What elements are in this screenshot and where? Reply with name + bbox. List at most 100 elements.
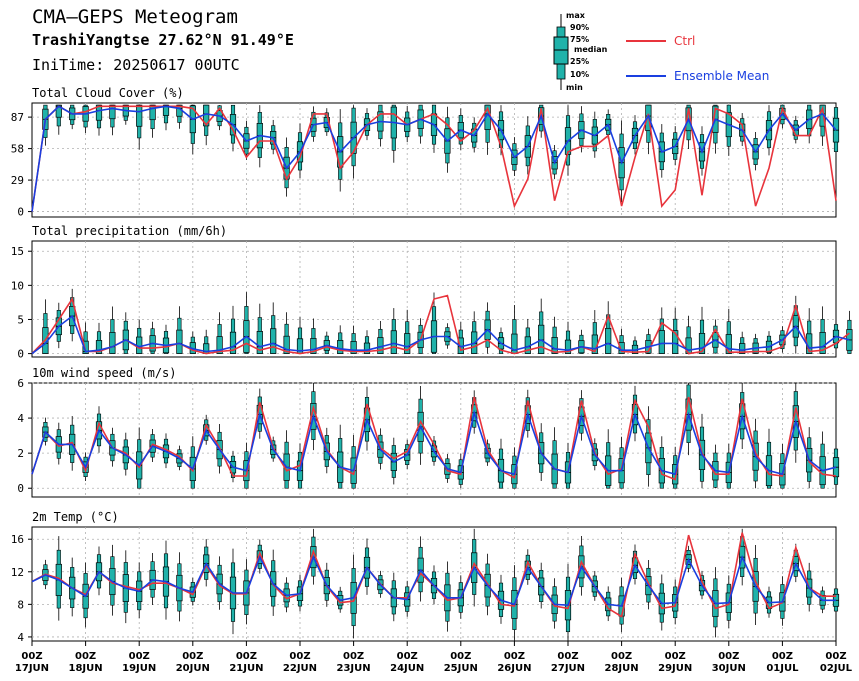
x-tick-label-date: 20JUN <box>176 663 210 674</box>
x-tick-label-date: 23JUN <box>337 663 371 674</box>
y-tick-label: 58 <box>11 143 24 156</box>
panel-frame <box>31 240 837 358</box>
box-25-75 <box>363 342 371 354</box>
header: CMA—GEPS Meteogram TrashiYangtse 27.62°N… <box>0 0 859 100</box>
panel-3: 2m Temp (°C) 4 8 12 16 <box>11 510 840 644</box>
box-25-75 <box>350 341 357 354</box>
box-25-75 <box>216 336 223 354</box>
box-25-75 <box>337 340 344 354</box>
box-25-75 <box>95 104 103 121</box>
ctrl-line <box>31 294 850 355</box>
box-25-75 <box>404 333 411 354</box>
location-label: TrashiYangtse 27.62°N 91.49°E <box>32 31 294 49</box>
panel-1: Total precipitation (mm/6h) 0 5 10 15 <box>11 224 853 361</box>
y-tick-label: 16 <box>11 533 24 546</box>
box-25-75 <box>149 104 156 121</box>
x-tick-label-time: 00Z <box>665 651 686 662</box>
y-tick-label: 2 <box>17 447 24 460</box>
box-25-75 <box>162 104 170 116</box>
box-25-75 <box>229 331 237 354</box>
box-25-75 <box>55 104 62 118</box>
x-axis: 00Z17JUN00Z18JUN00Z19JUN00Z20JUN00Z21JUN… <box>15 641 853 674</box>
x-tick-label-date: 25JUN <box>444 663 478 674</box>
y-tick-label: 0 <box>17 482 24 495</box>
legend-box-label: 75% <box>570 35 589 44</box>
mean-line <box>31 409 837 476</box>
x-tick-label-date: 02JUL <box>820 663 853 674</box>
init-time-label: IniTime: 20250617 00UTC <box>32 56 240 74</box>
legend-box-label: 90% <box>570 23 589 32</box>
legend: max 90% 75%median 25% 10% min Ctrl Ensemble Mea… <box>553 11 769 92</box>
x-tick-label-date: 29JUN <box>658 663 692 674</box>
box-25-75 <box>551 337 558 354</box>
panel-title: Total precipitation (mm/6h) <box>32 224 227 238</box>
box-25-75 <box>739 343 746 354</box>
box-25-75 <box>109 104 116 120</box>
box-25-75 <box>310 338 317 354</box>
mean-line <box>31 314 850 355</box>
box-25-75 <box>136 104 143 127</box>
x-tick-label-time: 00Z <box>182 651 203 662</box>
x-tick-label-time: 00Z <box>343 651 364 662</box>
box-25-75 <box>390 330 397 354</box>
box-25-75 <box>256 331 263 354</box>
x-tick-label-date: 27JUN <box>551 663 585 674</box>
box-25-75 <box>270 328 277 354</box>
x-tick-label-date: 28JUN <box>605 663 639 674</box>
x-tick-label-time: 00Z <box>825 651 846 662</box>
x-tick-label-date: 24JUN <box>390 663 424 674</box>
x-tick-label-time: 00Z <box>772 651 793 662</box>
mean-line <box>31 554 836 607</box>
legend-box-label: 10% <box>570 70 589 79</box>
panel-0: Total Cloud Cover (%) 0 29 58 87 <box>11 86 840 219</box>
y-tick-label: 5 <box>17 313 24 326</box>
x-tick-label-date: 19JUN <box>122 663 156 674</box>
panel-title: Total Cloud Cover (%) <box>32 86 184 100</box>
x-tick-label-date: 22JUN <box>283 663 317 674</box>
box-25-75 <box>605 327 612 354</box>
y-tick-label: 87 <box>11 111 24 124</box>
box-25-75 <box>176 329 183 354</box>
box-25-75 <box>109 332 116 354</box>
x-tick-label-date: 01JUL <box>766 663 799 674</box>
x-tick-label-date: 17JUN <box>15 663 49 674</box>
x-tick-label-time: 00Z <box>504 651 525 662</box>
box-25-75 <box>82 340 89 354</box>
x-tick-label-time: 00Z <box>450 651 471 662</box>
x-tick-label-date: 18JUN <box>69 663 103 674</box>
x-tick-label-date: 21JUN <box>229 663 263 674</box>
y-tick-label: 29 <box>11 174 24 187</box>
box-25-75 <box>283 335 290 354</box>
legend-ctrl-label: Ctrl <box>674 34 695 48</box>
box-25-75 <box>564 339 572 354</box>
y-tick-label: 12 <box>11 566 24 579</box>
y-tick-label: 4 <box>17 412 24 425</box>
legend-box-label: 25% <box>570 57 589 66</box>
box-25-75 <box>95 340 103 354</box>
y-tick-label: 0 <box>17 206 24 219</box>
panel-2: 10m wind speed (m/s) 0 2 4 6 <box>17 366 840 498</box>
panels: Total Cloud Cover (%) 0 29 58 87 Total precip… <box>11 86 853 644</box>
y-tick-label: 4 <box>17 631 24 644</box>
legend-box-label: min <box>566 83 583 92</box>
panel-title: 2m Temp (°C) <box>32 510 119 524</box>
box-25-75 <box>698 333 706 354</box>
x-tick-label-time: 00Z <box>557 651 578 662</box>
x-tick-label-date: 26JUN <box>497 663 531 674</box>
x-tick-label-time: 00Z <box>611 651 632 662</box>
x-tick-label-date: 30JUN <box>712 663 746 674</box>
legend-box-label: max <box>566 11 586 20</box>
panel-title: 10m wind speed (m/s) <box>32 366 177 380</box>
x-tick-label-time: 00Z <box>75 651 96 662</box>
x-tick-label-time: 00Z <box>129 651 150 662</box>
x-tick-label-time: 00Z <box>718 651 739 662</box>
box-25-75 <box>725 334 732 354</box>
y-tick-label: 0 <box>17 348 24 361</box>
y-tick-label: 6 <box>17 377 24 390</box>
y-tick-label: 10 <box>11 279 24 292</box>
x-tick-label-time: 00Z <box>21 651 42 662</box>
y-tick-label: 15 <box>11 245 24 258</box>
x-tick-label-time: 00Z <box>397 651 418 662</box>
legend-mean-label: Ensemble Mean <box>674 69 769 83</box>
